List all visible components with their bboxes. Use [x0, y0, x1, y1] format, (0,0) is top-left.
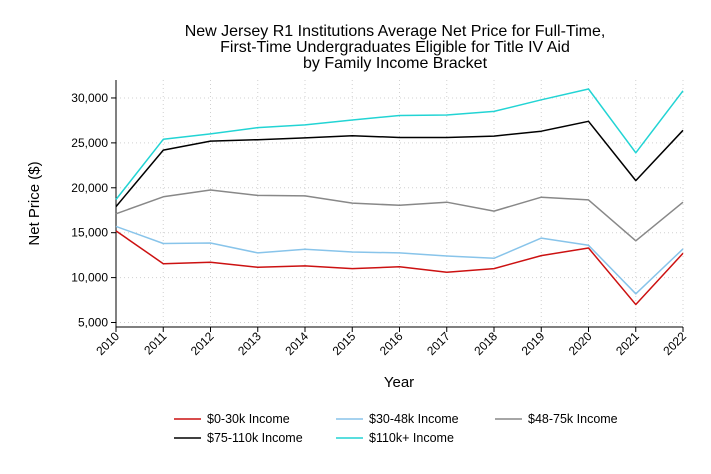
axes: 5,000 10,000 15,000 20,000 25,000 30,000 2010 2… [26, 80, 689, 391]
x-tick-label: 2017 [424, 329, 453, 358]
chart-title-line: First-Time Undergraduates Eligible for T… [220, 39, 570, 56]
x-tick-label: 2019 [519, 329, 548, 358]
legend-label: $30-48k Income [369, 412, 459, 426]
x-tick-label: 2021 [613, 329, 642, 358]
y-tick-label: 10,000 [71, 271, 108, 285]
x-tick-label: 2013 [235, 329, 264, 358]
legend-label: $0-30k Income [207, 412, 290, 426]
series-line [115, 88, 684, 200]
y-axis-label: Net Price ($) [26, 161, 43, 245]
x-tick-label: 2010 [93, 329, 122, 358]
series-lines [115, 88, 684, 306]
series-line [115, 225, 684, 295]
x-tick-label: 2014 [282, 329, 311, 358]
x-tick-label: 2022 [660, 329, 689, 358]
series-line [115, 120, 684, 208]
x-tick-label: 2020 [566, 329, 595, 358]
y-tick-label: 15,000 [71, 226, 108, 240]
x-axis-label: Year [384, 374, 414, 391]
x-tick-label: 2018 [471, 329, 500, 358]
x-tick-label: 2016 [377, 329, 406, 358]
chart-title-line: by Family Income Bracket [303, 55, 488, 72]
legend-label: $75-110k Income [207, 431, 303, 445]
series-line [115, 230, 684, 306]
chart-title: New Jersey R1 Institutions Average Net P… [185, 23, 606, 72]
y-tick-label: 20,000 [71, 181, 108, 195]
legend: $0-30k Income $30-48k Income $48-75k Incom… [174, 412, 618, 445]
grid [115, 80, 684, 327]
y-tick-label: 5,000 [78, 316, 108, 330]
x-tick-label: 2011 [141, 329, 169, 357]
y-tick-label: 25,000 [71, 136, 108, 150]
x-tick-label: 2015 [330, 329, 359, 358]
y-tick-label: 30,000 [71, 91, 108, 105]
series-line [115, 189, 684, 242]
x-tick-label: 2012 [188, 329, 217, 358]
legend-label: $48-75k Income [528, 412, 618, 426]
chart-title-line: New Jersey R1 Institutions Average Net P… [185, 23, 606, 40]
legend-label: $110k+ Income [369, 431, 454, 445]
